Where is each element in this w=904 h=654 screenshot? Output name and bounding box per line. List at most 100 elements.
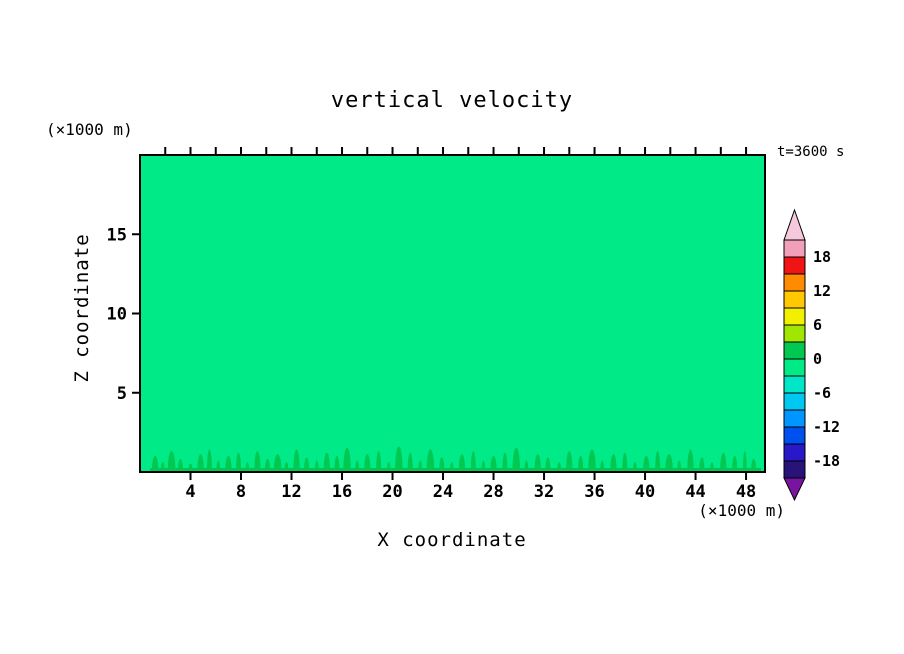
updraft-cell (386, 462, 391, 472)
updraft-cell (284, 462, 289, 472)
x-tick-label: 8 (236, 482, 246, 502)
updraft-cell (490, 455, 497, 472)
colorbar-top-arrow (783, 208, 806, 241)
updraft-cell (197, 454, 204, 472)
plot-frame (139, 154, 766, 473)
surface-updraft-cells (150, 446, 761, 472)
colorbar-segment (783, 341, 806, 360)
updraft-cell (588, 449, 596, 472)
colorbar-segment (783, 307, 806, 326)
updraft-cell (449, 462, 454, 472)
updraft-cell (439, 457, 445, 472)
updraft-cell (304, 457, 310, 472)
x-tick-label: 40 (635, 482, 655, 502)
x-axis-title: X coordinate (377, 529, 527, 551)
colorbar-segment (783, 239, 806, 258)
colorbar-tick-label: 18 (813, 248, 831, 266)
updraft-cell (458, 454, 466, 472)
colorbar-segment (783, 375, 806, 394)
x-tick-label: 48 (736, 482, 756, 502)
updraft-cell (273, 454, 282, 472)
updraft-cell (512, 447, 521, 472)
updraft-cell (395, 446, 403, 472)
updraft-cell (622, 452, 628, 472)
updraft-cell (225, 455, 232, 472)
x-tick-label: 16 (332, 482, 352, 502)
x-tick-label: 20 (382, 482, 402, 502)
updraft-cell (407, 452, 413, 472)
updraft-cell (578, 455, 584, 472)
colorbar-tick-label: 12 (813, 282, 831, 300)
updraft-cell (677, 460, 682, 472)
updraft-cell (534, 454, 541, 472)
updraft-cell (732, 455, 738, 472)
updraft-cell (216, 460, 221, 472)
x-tick-label: 28 (483, 482, 503, 502)
y-axis-unit-label: (×1000 m) (46, 120, 133, 139)
updraft-cell (610, 454, 617, 472)
colorbar-segment (783, 273, 806, 292)
updraft-cell (426, 449, 435, 472)
updraft-cell (751, 458, 757, 472)
colorbar-segment (783, 358, 806, 377)
updraft-cell (655, 450, 661, 472)
colorbar-bottom-arrow (783, 477, 806, 502)
axis-ticks (132, 147, 748, 480)
updraft-cell (265, 458, 271, 472)
colorbar-tick-label: -18 (813, 452, 840, 470)
updraft-cell (314, 460, 319, 472)
x-tick-label: 4 (185, 482, 195, 502)
updraft-cell (254, 450, 261, 472)
updraft-cell (343, 447, 351, 472)
colorbar-segment (783, 460, 806, 479)
updraft-cell (323, 452, 331, 472)
colorbar: 18 12 6 0 -6 -12 -18 (783, 208, 840, 502)
updraft-cell (699, 457, 705, 472)
x-axis-unit-label: (×1000 m) (698, 501, 785, 520)
colorbar-segment (783, 290, 806, 309)
x-tick-label: 44 (685, 482, 705, 502)
updraft-cell (188, 463, 193, 472)
updraft-cell (470, 450, 476, 472)
updraft-cell (600, 460, 605, 472)
updraft-cell (151, 455, 159, 472)
updraft-cell (720, 452, 727, 472)
y-tick-labels: 5 10 15 (107, 225, 127, 404)
colorbar-tick-label: 6 (813, 316, 822, 334)
updraft-cell (687, 449, 694, 472)
updraft-cell (633, 462, 637, 472)
x-tick-labels: 4 8 12 16 20 24 28 32 36 40 44 48 (185, 482, 756, 502)
updraft-cell (334, 455, 340, 472)
chart-title: vertical velocity (330, 88, 574, 113)
updraft-cell (481, 460, 486, 472)
colorbar-segment (783, 443, 806, 462)
updraft-cell (245, 462, 250, 472)
updraft-cell (206, 449, 212, 472)
updraft-cell (643, 455, 650, 472)
updraft-cell (177, 458, 183, 472)
x-tick-label: 12 (281, 482, 301, 502)
x-tick-label: 24 (433, 482, 453, 502)
updraft-cell (235, 452, 242, 472)
updraft-cell (710, 462, 714, 472)
x-tick-label: 32 (534, 482, 554, 502)
updraft-cell (502, 452, 508, 472)
y-tick-label: 15 (107, 225, 127, 245)
updraft-cell (293, 449, 300, 472)
updraft-cell (376, 450, 382, 472)
updraft-cell (364, 454, 371, 472)
updraft-cell (557, 462, 562, 472)
y-tick-label: 5 (117, 384, 127, 404)
updraft-cell (566, 450, 573, 472)
colorbar-segment (783, 426, 806, 445)
y-tick-label: 10 (107, 305, 127, 325)
updraft-cell (355, 460, 360, 472)
field-background (140, 155, 765, 472)
colorbar-segment (783, 256, 806, 275)
colorbar-tick-label: 0 (813, 350, 822, 368)
colorbar-tick-label: -12 (813, 418, 840, 436)
colorbar-tick-label: -6 (813, 384, 831, 402)
updraft-cell (524, 460, 529, 472)
